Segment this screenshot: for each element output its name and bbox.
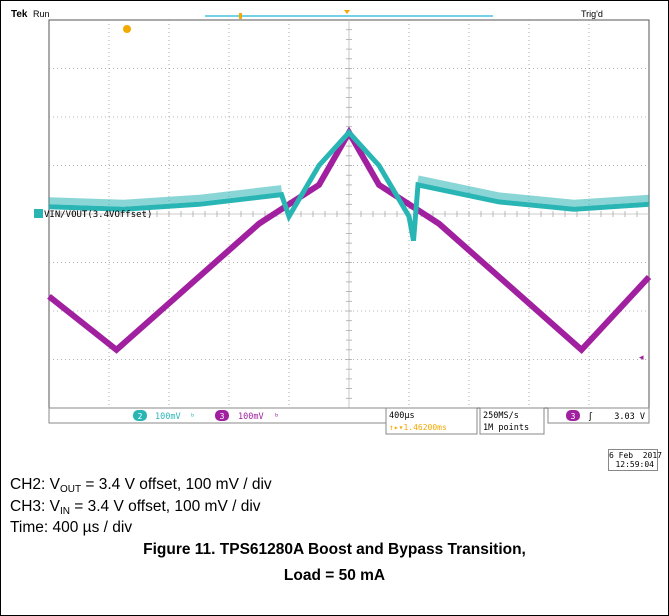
ch3-scale: 100mV [238, 412, 264, 422]
caption-ch2-sub: OUT [59, 484, 82, 495]
caption-ch3-pre: CH3: V [10, 498, 60, 515]
timebase-box[interactable] [385, 407, 478, 435]
scope-trigger-state: Trig'd [581, 9, 603, 19]
trigger-position-value: ↑▸▾1.46200ms [389, 423, 447, 432]
trigger-level: 3.03 V [614, 412, 645, 422]
rising-edge-icon: ʃ [588, 412, 593, 422]
scope-time: 12:59:04 [615, 460, 654, 469]
ch2-badge-label: 2 [138, 412, 143, 421]
ch2-badge [133, 410, 147, 421]
caption-time: Time: 400 µs / div [10, 519, 133, 536]
caption-ch3: CH3: VIN = 3.4 V offset, 100 mV / div [10, 498, 261, 517]
trace-ch2-ripple [417, 175, 650, 207]
trigger-source-badge [566, 410, 580, 421]
ch2-bandwidth-icon: ᵇ [191, 412, 194, 421]
waveform-traces [47, 126, 652, 354]
scope-run-state: Run [33, 9, 50, 19]
ch3-bandwidth-icon: ᵇ [275, 412, 278, 421]
record-window-marker [239, 13, 242, 19]
trigger-source-label: 3 [571, 412, 576, 421]
ch2-scale: 100mV [155, 412, 181, 422]
timebase-value: 400µs [389, 411, 415, 421]
sample-rate: 250MS/s [483, 411, 519, 421]
scope-brand: Tek [11, 9, 28, 20]
caption-ch3-post: = 3.4 V offset, 100 mV / div [69, 498, 261, 515]
trigger-position-icon [344, 10, 350, 14]
caption-ch2-pre: CH2: V [10, 476, 60, 493]
scope-date: 6 Feb 2017 [609, 451, 662, 460]
figure-title-line-2: Load = 50 mA [283, 567, 386, 584]
caption-ch2: CH2: VOUT = 3.4 V offset, 100 mV / div [10, 476, 272, 495]
caption-ch3-sub: IN [59, 506, 70, 517]
record-length: 1M points [483, 423, 529, 433]
ch3-ground-marker-icon: ◂ [639, 353, 644, 363]
ch3-badge [215, 410, 229, 421]
trigger-time-marker-icon [123, 25, 131, 33]
ch3-badge-label: 3 [220, 412, 225, 421]
acquisition-box[interactable] [479, 407, 545, 435]
ch2-ground-marker-icon [34, 209, 43, 218]
trace-ch2-ripple [48, 185, 282, 207]
caption-ch2-post: = 3.4 V offset, 100 mV / div [81, 476, 272, 493]
figure-title-line-1: Figure 11. TPS61280A Boost and Bypass Tr… [143, 541, 526, 558]
timestamp-box: 6 Feb 2017 12:59:04 [608, 449, 662, 471]
graticule [48, 19, 650, 409]
ch2-trace-label: VIN/VOUT(3.4VOffset) [44, 210, 152, 220]
oscilloscope-screen: Tek Run Trig'd VIN/VOUT(3.4VOffset) ◂ 2 … [11, 9, 652, 435]
trace-ch2 [48, 128, 650, 242]
